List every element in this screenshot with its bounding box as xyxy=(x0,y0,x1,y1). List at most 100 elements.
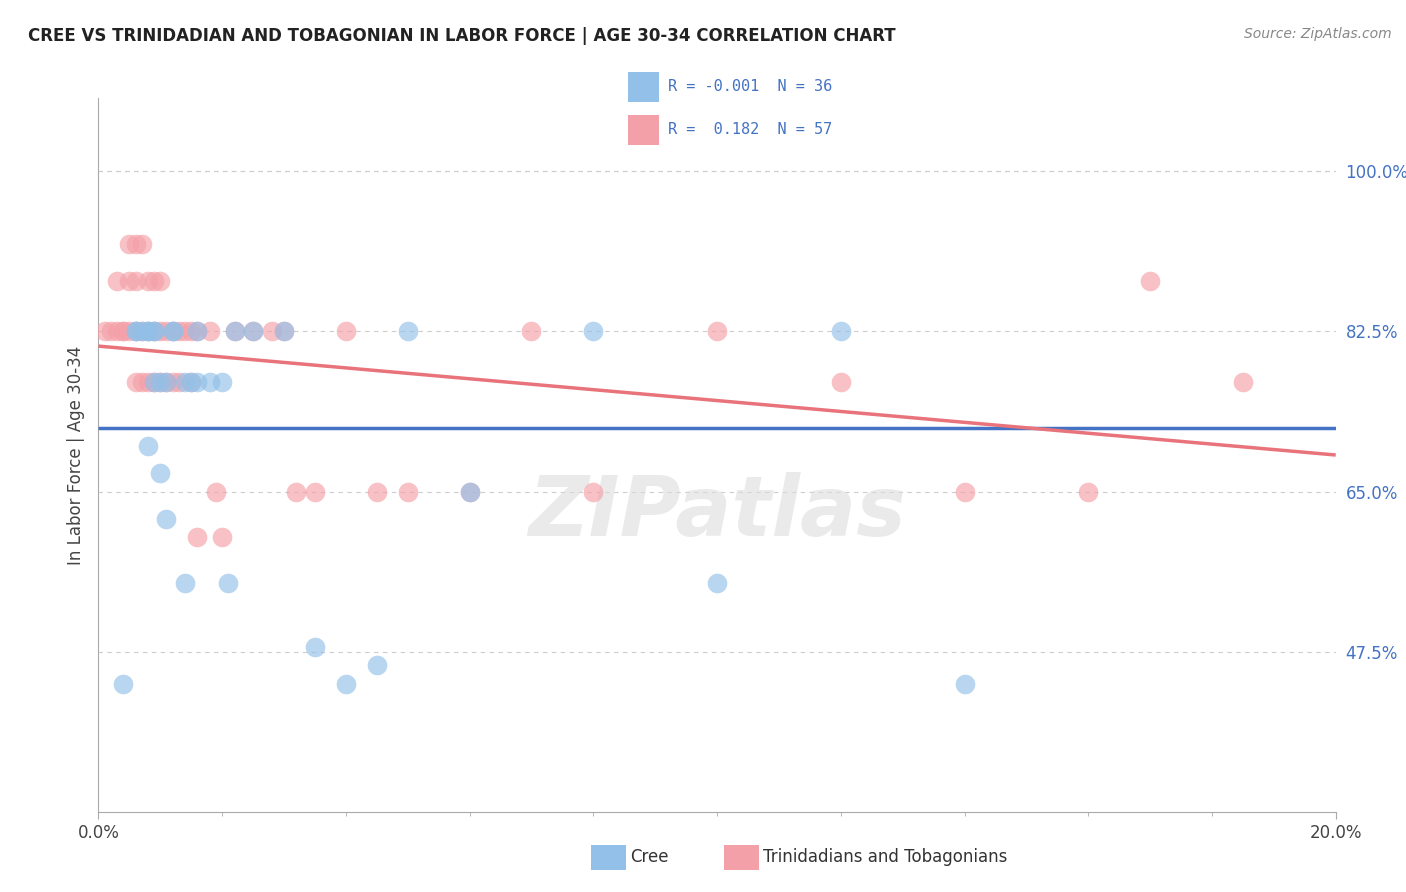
Point xyxy=(136,439,159,453)
Point xyxy=(273,325,295,339)
Text: Source: ZipAtlas.com: Source: ZipAtlas.com xyxy=(1244,27,1392,41)
Point xyxy=(131,375,153,389)
Text: Trinidadians and Tobagonians: Trinidadians and Tobagonians xyxy=(763,848,1008,866)
Point xyxy=(124,325,146,339)
Point xyxy=(273,325,295,339)
Point xyxy=(112,325,135,339)
Point xyxy=(366,658,388,673)
Point xyxy=(112,676,135,690)
Point xyxy=(162,375,184,389)
Point xyxy=(155,325,177,339)
Bar xyxy=(628,115,659,145)
Point xyxy=(167,325,190,339)
Point xyxy=(124,375,146,389)
Point xyxy=(520,325,543,339)
Point xyxy=(335,676,357,690)
Point xyxy=(830,375,852,389)
Point xyxy=(155,375,177,389)
Point xyxy=(162,325,184,339)
Point xyxy=(186,375,208,389)
Point xyxy=(366,484,388,499)
Point xyxy=(131,325,153,339)
Point xyxy=(180,325,202,339)
Point xyxy=(396,484,419,499)
Point xyxy=(105,325,128,339)
Point xyxy=(335,325,357,339)
Point xyxy=(174,375,197,389)
Point xyxy=(136,375,159,389)
Point xyxy=(242,325,264,339)
Point xyxy=(124,237,146,252)
Point xyxy=(149,375,172,389)
Point xyxy=(136,325,159,339)
Point xyxy=(953,676,976,690)
Point xyxy=(1139,274,1161,288)
Point xyxy=(198,375,221,389)
Point xyxy=(136,325,159,339)
Point xyxy=(143,325,166,339)
Point xyxy=(186,325,208,339)
Point xyxy=(143,375,166,389)
Point xyxy=(118,274,141,288)
Point xyxy=(582,325,605,339)
Point xyxy=(149,325,172,339)
Text: R = -0.001  N = 36: R = -0.001 N = 36 xyxy=(668,79,832,95)
Point xyxy=(180,375,202,389)
Point xyxy=(162,325,184,339)
Point xyxy=(706,576,728,591)
Point xyxy=(143,375,166,389)
Point xyxy=(174,325,197,339)
Point xyxy=(136,274,159,288)
Text: Cree: Cree xyxy=(630,848,668,866)
Point xyxy=(136,325,159,339)
Point xyxy=(830,325,852,339)
Point xyxy=(124,274,146,288)
Point xyxy=(180,375,202,389)
Point xyxy=(186,325,208,339)
Point xyxy=(458,484,481,499)
Point xyxy=(582,484,605,499)
Point xyxy=(93,325,115,339)
Point xyxy=(105,274,128,288)
Point xyxy=(131,325,153,339)
Point xyxy=(174,576,197,591)
Point xyxy=(198,325,221,339)
Point xyxy=(143,325,166,339)
Point xyxy=(131,237,153,252)
Point xyxy=(242,325,264,339)
Point xyxy=(149,274,172,288)
Point xyxy=(285,484,308,499)
Point xyxy=(186,530,208,544)
Point xyxy=(155,512,177,526)
Point xyxy=(124,325,146,339)
Point xyxy=(304,640,326,654)
Point xyxy=(211,530,233,544)
Point xyxy=(224,325,246,339)
Point xyxy=(124,325,146,339)
Point xyxy=(162,325,184,339)
Point xyxy=(260,325,283,339)
Point xyxy=(211,375,233,389)
Point xyxy=(100,325,122,339)
Point xyxy=(149,467,172,481)
Point xyxy=(1232,375,1254,389)
Text: R =  0.182  N = 57: R = 0.182 N = 57 xyxy=(668,122,832,137)
Point xyxy=(112,325,135,339)
Point xyxy=(205,484,228,499)
Point xyxy=(118,237,141,252)
Point xyxy=(143,325,166,339)
Text: ZIPatlas: ZIPatlas xyxy=(529,472,905,552)
Point xyxy=(217,576,239,591)
Point xyxy=(167,375,190,389)
Point xyxy=(458,484,481,499)
Y-axis label: In Labor Force | Age 30-34: In Labor Force | Age 30-34 xyxy=(66,345,84,565)
Point xyxy=(118,325,141,339)
Point xyxy=(1077,484,1099,499)
Bar xyxy=(628,72,659,102)
Point xyxy=(224,325,246,339)
Point xyxy=(155,375,177,389)
Point xyxy=(304,484,326,499)
Point xyxy=(953,484,976,499)
Point xyxy=(396,325,419,339)
Text: CREE VS TRINIDADIAN AND TOBAGONIAN IN LABOR FORCE | AGE 30-34 CORRELATION CHART: CREE VS TRINIDADIAN AND TOBAGONIAN IN LA… xyxy=(28,27,896,45)
